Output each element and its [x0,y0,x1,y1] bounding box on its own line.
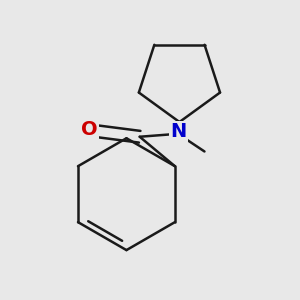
Text: N: N [170,122,187,141]
Text: O: O [81,120,98,139]
